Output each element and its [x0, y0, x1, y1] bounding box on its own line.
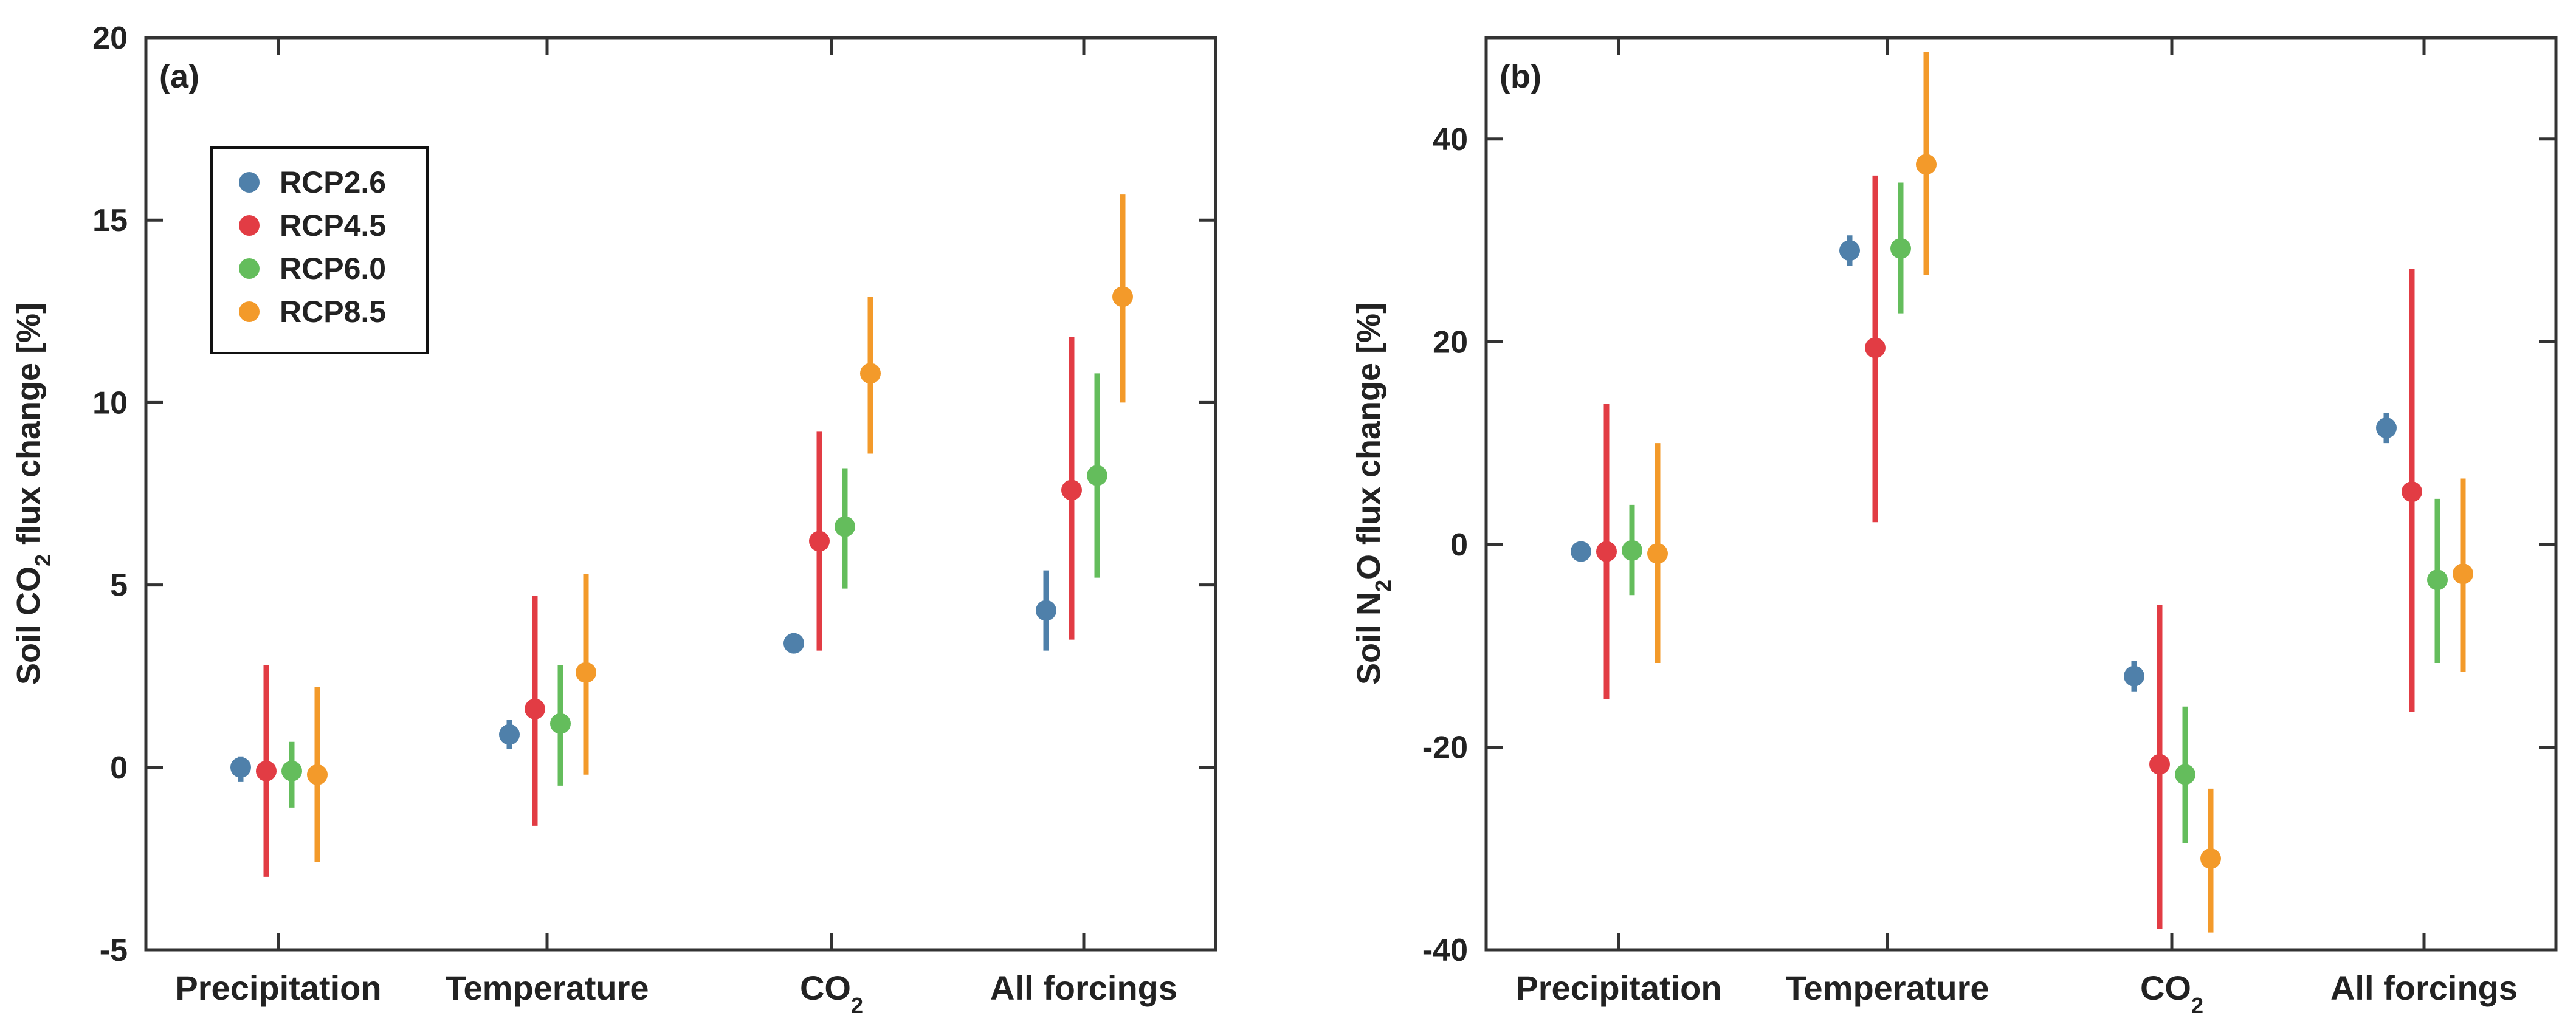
legend-marker-rcp8.5 [239, 301, 260, 322]
y-tick-label: 5 [110, 568, 128, 603]
data-point-rcp8.5 [860, 363, 881, 384]
y-tick-label: 0 [110, 750, 128, 786]
panel-b: -40 -20 0 20 40 Precipitation Temperature CO2 Al… [1351, 36, 2558, 1018]
data-point-rcp6.0 [2427, 569, 2448, 591]
data-point-rcp6.0 [550, 713, 571, 734]
x-category-label: CO2 [800, 969, 863, 1018]
legend-label: RCP8.5 [280, 295, 386, 329]
legend-label: RCP4.5 [280, 208, 386, 242]
data-point-rcp8.5 [576, 662, 596, 683]
y-tick-label: 20 [92, 21, 128, 56]
data-point-rcp2.6 [230, 757, 251, 778]
y-tick-label: -20 [1422, 730, 1468, 765]
legend-label: RCP6.0 [280, 252, 386, 286]
data-point-rcp6.0 [1890, 238, 1911, 259]
x-category-label: Temperature [1785, 969, 1989, 1007]
x-category-label: All forcings [990, 969, 1177, 1007]
panel-label: (a) [159, 58, 199, 95]
y-tick-label: 0 [1450, 527, 1468, 563]
plot-frame [144, 36, 1217, 952]
y-axis-title: Soil CO2 flux change [%] [10, 303, 55, 685]
data-point-rcp2.6 [1571, 541, 1591, 562]
data-point-rcp8.5 [1916, 154, 1937, 175]
panel-label: (b) [1500, 58, 1541, 95]
legend-label: RCP2.6 [280, 165, 386, 199]
x-category-label: CO2 [2140, 969, 2203, 1018]
data-point-rcp8.5 [307, 764, 328, 785]
y-tick-label: 40 [1433, 122, 1468, 157]
data-point-rcp4.5 [809, 531, 830, 552]
y-tick-label: -5 [100, 933, 128, 968]
x-category-label: All forcings [2330, 969, 2518, 1007]
y-tick-label: 20 [1433, 325, 1468, 360]
data-point-rcp4.5 [1596, 541, 1617, 562]
data-point-rcp2.6 [783, 633, 804, 654]
x-category-label: Precipitation [175, 969, 381, 1007]
legend: RCP2.6 RCP4.5 RCP6.0 RCP8.5 [210, 146, 429, 354]
data-point-rcp4.5 [1061, 479, 1082, 501]
plot-frame [1484, 36, 2558, 952]
y-tick-label: 10 [92, 385, 128, 421]
data-point-rcp6.0 [1087, 465, 1107, 486]
y-tick-label: -40 [1422, 933, 1468, 968]
data-point-rcp8.5 [1647, 543, 1668, 564]
y-tick-label: 15 [92, 203, 128, 238]
x-category-label: Temperature [445, 969, 649, 1007]
data-point-rcp4.5 [1865, 337, 1886, 359]
data-point-rcp8.5 [2453, 563, 2473, 585]
legend-marker-rcp4.5 [239, 215, 260, 236]
data-point-rcp2.6 [2376, 417, 2397, 439]
data-point-rcp4.5 [256, 760, 277, 781]
data-point-rcp4.5 [525, 698, 545, 720]
data-point-rcp2.6 [2124, 665, 2144, 687]
data-point-rcp2.6 [1839, 240, 1860, 261]
data-point-rcp8.5 [1112, 286, 1133, 307]
data-point-rcp6.0 [835, 516, 855, 537]
x-category-label: Precipitation [1515, 969, 1721, 1007]
legend-marker-rcp2.6 [239, 172, 260, 193]
data-point-rcp2.6 [1036, 600, 1056, 621]
y-axis-title: Soil N2O flux change [%] [1351, 303, 1396, 685]
data-point-rcp2.6 [499, 724, 520, 745]
data-point-rcp8.5 [2200, 848, 2221, 869]
data-point-rcp4.5 [2149, 754, 2170, 775]
data-point-rcp6.0 [281, 760, 302, 781]
data-point-rcp6.0 [1622, 540, 1642, 561]
legend-marker-rcp6.0 [239, 258, 260, 279]
data-point-rcp6.0 [2175, 764, 2195, 785]
panel-a: -5 0 5 10 15 20 Precipitation Temperature CO2 All… [10, 21, 1217, 1018]
data-point-rcp4.5 [2402, 481, 2422, 503]
